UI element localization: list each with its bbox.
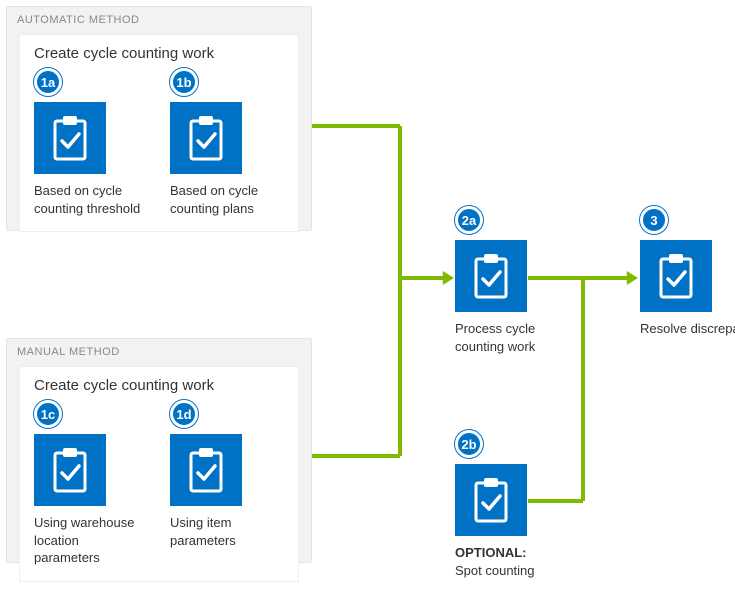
step-3: 3 Resolve discrepancy	[640, 206, 735, 338]
step-1c-label: Using warehouse location parameters	[34, 514, 142, 567]
step-2b-optional: OPTIONAL:	[455, 545, 527, 560]
step-1b: 1b Based on cycle counting plans	[170, 68, 278, 217]
badge-1b: 1b	[170, 68, 198, 96]
badge-1c: 1c	[34, 400, 62, 428]
card-manual: Create cycle counting work 1c Using ware…	[19, 366, 299, 582]
step-1a: 1a Based on cycle counting threshold	[34, 68, 142, 217]
panel-manual-header: MANUAL METHOD	[7, 339, 311, 358]
panel-manual-method: MANUAL METHOD Create cycle counting work…	[6, 338, 312, 563]
clipboard-check-icon	[34, 102, 106, 174]
badge-2a: 2a	[455, 206, 483, 234]
badge-1d: 1d	[170, 400, 198, 428]
badge-3: 3	[640, 206, 668, 234]
clipboard-check-icon	[455, 240, 527, 312]
card-manual-title: Create cycle counting work	[34, 377, 284, 394]
step-2b: 2b OPTIONAL: Spot counting	[455, 430, 575, 579]
clipboard-check-icon	[640, 240, 712, 312]
clipboard-check-icon	[34, 434, 106, 506]
card-automatic-title: Create cycle counting work	[34, 45, 284, 62]
step-2b-text: Spot counting	[455, 563, 535, 578]
step-2a: 2a Process cycle counting work	[455, 206, 575, 355]
step-1c: 1c Using warehouse location parameters	[34, 400, 142, 567]
badge-1a: 1a	[34, 68, 62, 96]
clipboard-check-icon	[455, 464, 527, 536]
step-1a-label: Based on cycle counting threshold	[34, 182, 142, 217]
panel-automatic-header: AUTOMATIC METHOD	[7, 7, 311, 26]
step-1d-label: Using item parameters	[170, 514, 278, 549]
clipboard-check-icon	[170, 434, 242, 506]
panel-automatic-method: AUTOMATIC METHOD Create cycle counting w…	[6, 6, 312, 231]
step-1b-label: Based on cycle counting plans	[170, 182, 278, 217]
card-automatic: Create cycle counting work 1a Based on c…	[19, 34, 299, 232]
step-1d: 1d Using item parameters	[170, 400, 278, 567]
clipboard-check-icon	[170, 102, 242, 174]
badge-2b: 2b	[455, 430, 483, 458]
step-2b-label: OPTIONAL: Spot counting	[455, 544, 575, 579]
step-3-label: Resolve discrepancy	[640, 320, 735, 338]
step-2a-label: Process cycle counting work	[455, 320, 575, 355]
